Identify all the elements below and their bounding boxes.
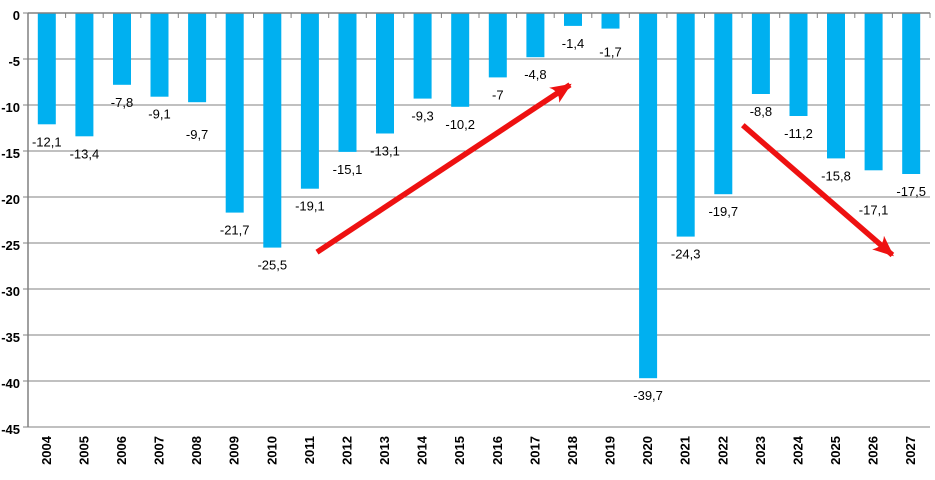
bar-2019 [601, 13, 620, 29]
x-tick-label-2026: 2026 [866, 436, 881, 465]
x-tick-label-2008: 2008 [189, 436, 204, 465]
data-label-2026: -17,1 [859, 202, 889, 217]
bar-2008 [188, 13, 207, 103]
x-tick-label-2017: 2017 [527, 436, 542, 465]
x-tick-label-2012: 2012 [340, 436, 355, 465]
y-tick-label: -35 [1, 330, 20, 345]
data-label-2005: -13,4 [70, 146, 100, 161]
y-tick-label: -10 [1, 100, 20, 115]
bar-2005 [75, 13, 94, 137]
data-label-2025: -15,8 [821, 168, 851, 183]
data-label-2024: -11,2 [784, 126, 813, 141]
bar-2015 [451, 13, 470, 107]
bar-2011 [300, 13, 319, 189]
x-tick-label-2004: 2004 [39, 435, 54, 465]
x-tick-label-2020: 2020 [640, 436, 655, 465]
data-label-2012: -15,1 [333, 162, 363, 177]
y-tick-label: -40 [1, 376, 20, 391]
x-tick-label-2009: 2009 [227, 436, 242, 465]
data-label-2008: -9,7 [186, 127, 208, 142]
data-label-2014: -9,3 [411, 109, 433, 124]
bar-2025 [827, 13, 845, 159]
data-label-2021: -24,3 [671, 247, 701, 262]
data-label-2020: -39,7 [633, 388, 663, 403]
bar-2012 [338, 13, 357, 152]
data-label-2009: -21,7 [220, 223, 250, 238]
x-tick-label-2010: 2010 [264, 436, 279, 465]
bar-2026 [864, 13, 883, 171]
bar-2010 [263, 13, 282, 248]
data-label-2007: -9,1 [148, 107, 170, 122]
bar-2018 [564, 13, 582, 26]
data-label-2004: -12,1 [32, 134, 62, 149]
y-tick-label: -30 [1, 284, 20, 299]
data-label-2011: -19,1 [295, 199, 325, 214]
bar-2014 [413, 13, 432, 99]
x-tick-label-2022: 2022 [715, 436, 730, 465]
x-tick-label-2014: 2014 [415, 435, 430, 465]
bar-2021 [676, 13, 695, 237]
bar-2006 [113, 13, 131, 85]
data-label-2013: -13,1 [370, 144, 400, 159]
data-label-2010: -25,5 [257, 258, 287, 273]
bar-2009 [225, 13, 244, 213]
y-tick-label: -25 [1, 238, 20, 253]
x-tick-label-2023: 2023 [753, 436, 768, 465]
data-label-2027: -17,5 [896, 184, 926, 199]
bar-2013 [376, 13, 394, 134]
x-tick-label-2024: 2024 [791, 435, 806, 465]
bar-2020 [639, 13, 658, 379]
bar-2022 [714, 13, 733, 195]
data-label-2016: -7 [492, 87, 504, 102]
x-tick-label-2016: 2016 [490, 436, 505, 465]
y-tick-label: 0 [13, 8, 20, 23]
x-tick-label-2005: 2005 [76, 436, 91, 465]
x-tick-label-2011: 2011 [302, 436, 317, 464]
x-tick-label-2025: 2025 [828, 436, 843, 465]
bar-2024 [789, 13, 808, 116]
bar-2007 [150, 13, 169, 97]
data-label-2017: -4,8 [524, 67, 546, 82]
trend-arrow-up [315, 82, 572, 255]
y-tick-label: -45 [1, 422, 20, 437]
data-label-2006: -7,8 [111, 95, 133, 110]
data-label-2022: -19,7 [708, 204, 738, 219]
x-tick-label-2018: 2018 [565, 436, 580, 465]
y-tick-label: -5 [8, 54, 20, 69]
bar-2004 [37, 13, 56, 125]
x-tick-label-2007: 2007 [152, 436, 167, 465]
bar-2017 [526, 13, 545, 58]
y-tick-label: -15 [1, 146, 20, 161]
data-label-2015: -10,2 [445, 117, 475, 132]
x-tick-label-2019: 2019 [603, 436, 618, 465]
x-tick-label-2013: 2013 [377, 436, 392, 465]
data-label-2018: -1,4 [562, 36, 584, 51]
data-label-2019: -1,7 [599, 45, 621, 60]
x-tick-label-2006: 2006 [114, 436, 129, 465]
trend-arrow-down [740, 123, 895, 258]
x-tick-label-2015: 2015 [452, 436, 467, 465]
y-tick-label: -20 [1, 192, 20, 207]
bar-2027 [902, 13, 921, 174]
bar-2023 [751, 13, 770, 94]
x-tick-label-2027: 2027 [903, 436, 918, 465]
bar-2016 [488, 13, 507, 78]
x-tick-label-2021: 2021 [678, 436, 693, 465]
data-label-2023: -8,8 [750, 104, 772, 119]
